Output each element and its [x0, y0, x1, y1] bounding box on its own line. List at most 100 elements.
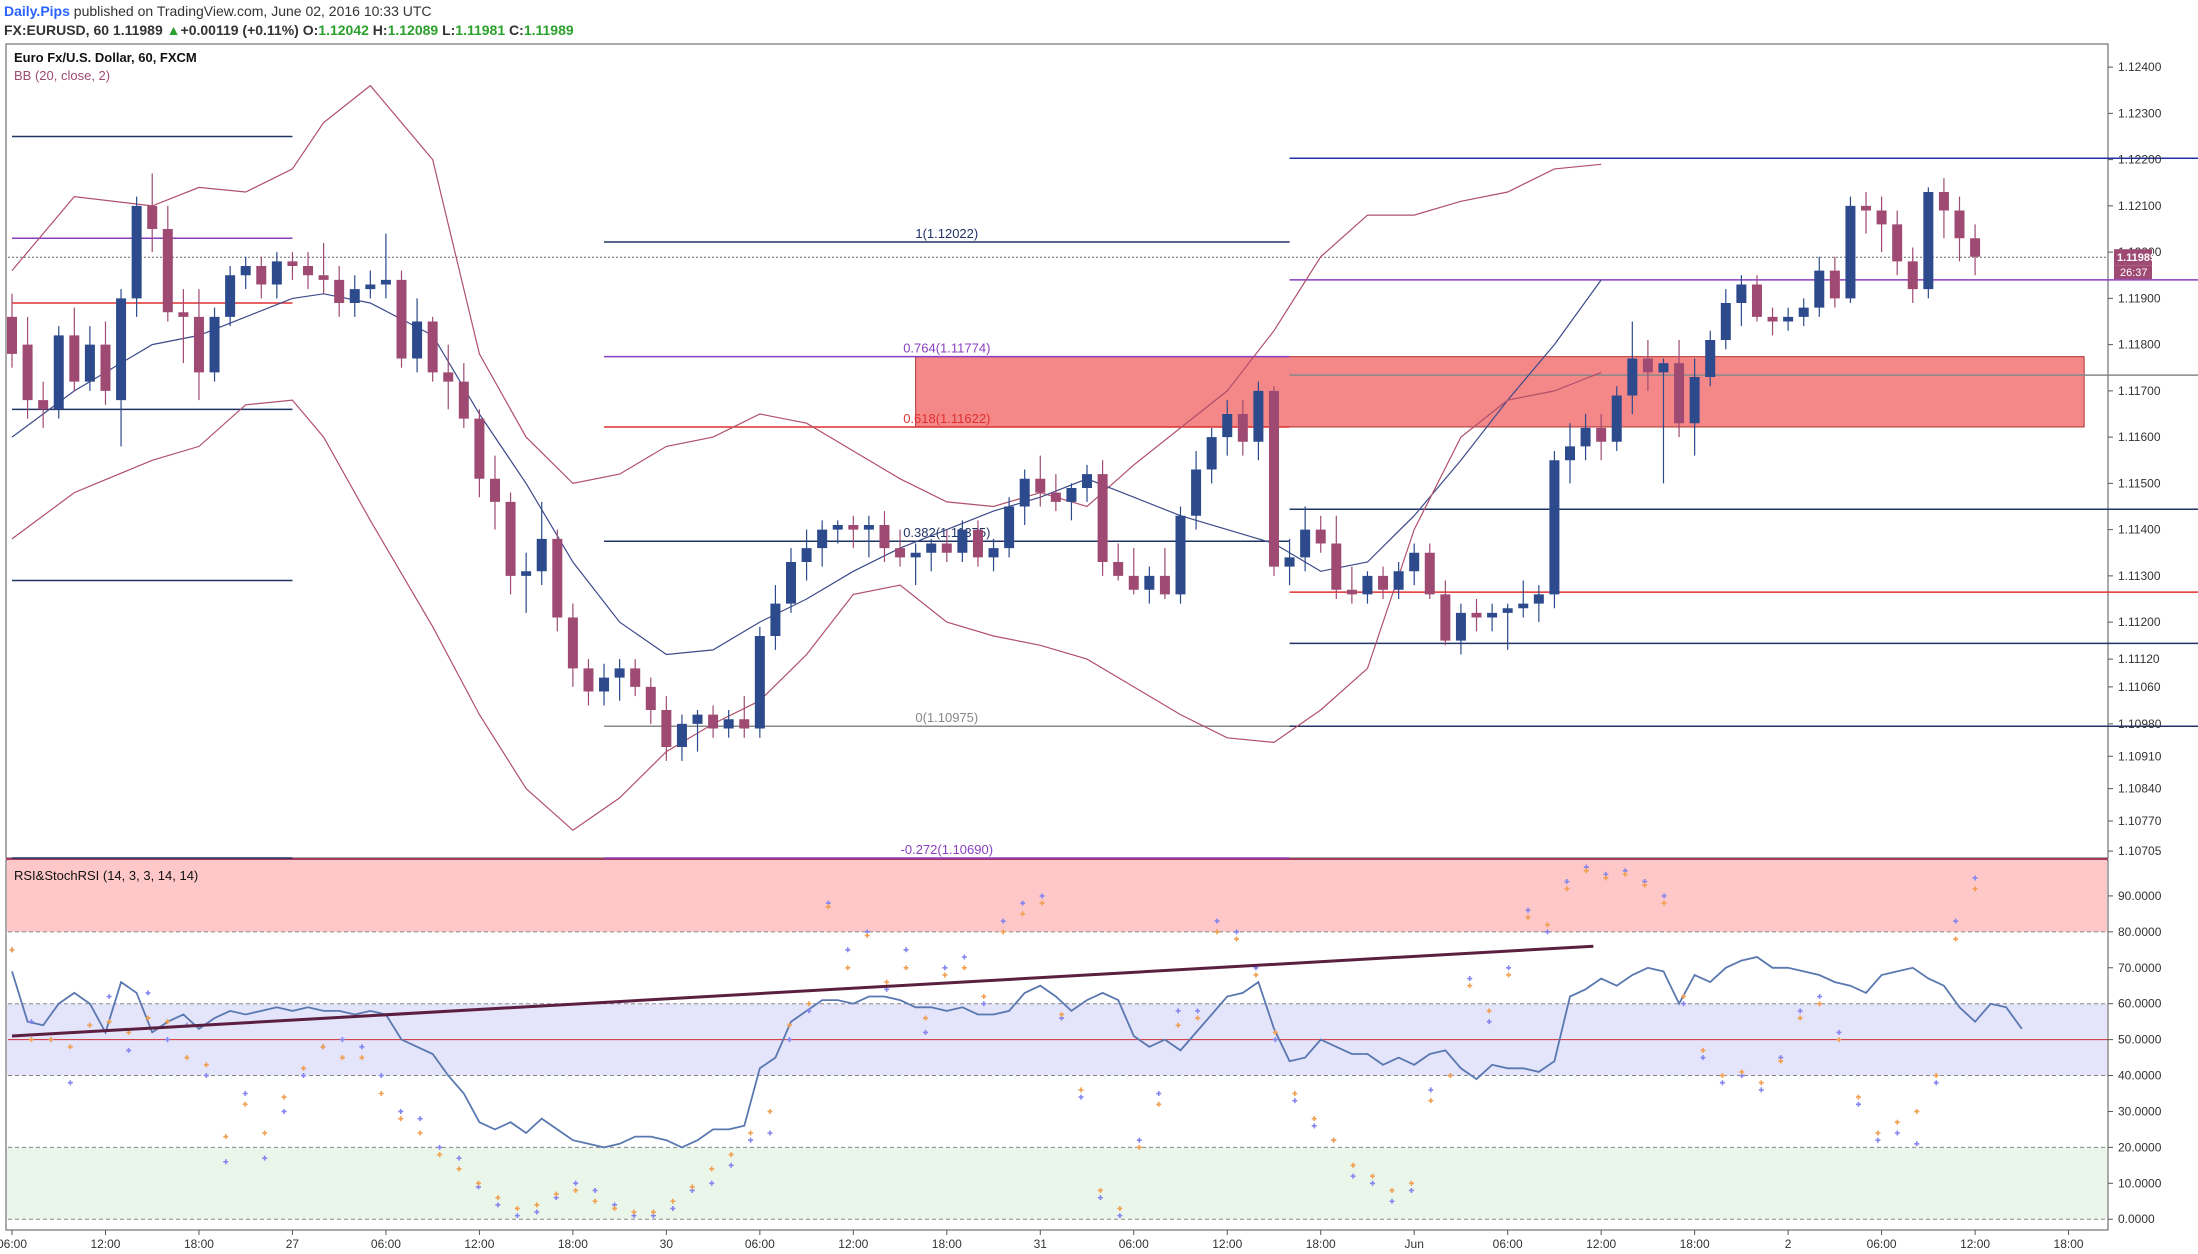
candle[interactable] — [1642, 358, 1653, 373]
candle[interactable] — [1674, 363, 1685, 424]
candle[interactable] — [1019, 478, 1030, 507]
candle[interactable] — [832, 525, 843, 530]
candle[interactable] — [22, 344, 33, 401]
candle[interactable] — [1222, 414, 1233, 438]
candle[interactable] — [941, 543, 952, 553]
candle[interactable] — [458, 381, 469, 419]
candle[interactable] — [1409, 552, 1420, 572]
candle[interactable] — [1082, 474, 1093, 488]
candle[interactable] — [567, 617, 578, 669]
candle[interactable] — [1845, 205, 1856, 299]
candle[interactable] — [1471, 612, 1482, 618]
candle[interactable] — [1705, 340, 1716, 377]
candle[interactable] — [1720, 303, 1731, 340]
candle[interactable] — [1113, 562, 1124, 576]
candle[interactable] — [365, 284, 376, 290]
candle[interactable] — [708, 714, 719, 729]
candle[interactable] — [1892, 224, 1903, 262]
candle[interactable] — [396, 279, 407, 359]
candle[interactable] — [972, 529, 983, 558]
candle[interactable] — [1954, 210, 1965, 239]
candle[interactable] — [1658, 363, 1669, 373]
candle[interactable] — [692, 714, 703, 724]
candle[interactable] — [1066, 488, 1077, 502]
candle[interactable] — [1331, 543, 1342, 590]
candle[interactable] — [723, 719, 734, 729]
candle[interactable] — [1861, 205, 1872, 211]
candle[interactable] — [1128, 575, 1139, 590]
candle[interactable] — [1970, 238, 1981, 257]
candle[interactable] — [1315, 529, 1326, 544]
candle[interactable] — [676, 723, 687, 747]
candle[interactable] — [1159, 575, 1170, 595]
candle[interactable] — [84, 344, 95, 382]
candle[interactable] — [661, 710, 672, 747]
candle[interactable] — [1346, 589, 1357, 595]
candle[interactable] — [1689, 377, 1700, 424]
candle[interactable] — [1767, 316, 1778, 322]
candle[interactable] — [443, 372, 454, 382]
candle[interactable] — [271, 261, 282, 285]
candle[interactable] — [489, 478, 500, 502]
candle[interactable] — [583, 668, 594, 692]
candle[interactable] — [7, 316, 17, 354]
candle[interactable] — [1611, 395, 1622, 442]
candle[interactable] — [1378, 575, 1389, 590]
candle[interactable] — [1580, 427, 1591, 447]
candle[interactable] — [599, 677, 610, 692]
candle[interactable] — [1393, 571, 1404, 590]
candle[interactable] — [225, 275, 236, 317]
candle[interactable] — [1736, 284, 1747, 304]
candle[interactable] — [1565, 446, 1575, 461]
candle[interactable] — [1783, 316, 1794, 322]
candle[interactable] — [303, 266, 314, 276]
candle[interactable] — [1502, 608, 1513, 613]
candle[interactable] — [287, 261, 298, 266]
candle[interactable] — [1798, 307, 1809, 317]
candle[interactable] — [1284, 557, 1295, 567]
candle[interactable] — [1237, 414, 1248, 442]
candle[interactable] — [1518, 603, 1529, 609]
candle[interactable] — [209, 316, 220, 373]
candle[interactable] — [178, 312, 189, 317]
candle[interactable] — [1923, 192, 1934, 290]
candle[interactable] — [334, 279, 345, 303]
candle[interactable] — [147, 205, 158, 229]
candle[interactable] — [879, 525, 890, 549]
candle[interactable] — [1175, 515, 1186, 595]
candle[interactable] — [536, 538, 547, 572]
candle[interactable] — [770, 603, 781, 636]
candle[interactable] — [1440, 594, 1451, 641]
author-link[interactable]: Daily.Pips — [4, 3, 70, 19]
candle[interactable] — [1596, 427, 1607, 442]
candle[interactable] — [1424, 552, 1435, 595]
candle[interactable] — [505, 501, 516, 576]
candle[interactable] — [1191, 469, 1202, 516]
candle[interactable] — [1253, 390, 1264, 442]
candle[interactable] — [256, 266, 267, 285]
candle[interactable] — [1144, 575, 1155, 590]
candle[interactable] — [630, 668, 641, 687]
candle[interactable] — [1035, 478, 1046, 493]
candle[interactable] — [1362, 575, 1373, 595]
candle[interactable] — [1907, 261, 1918, 290]
candle[interactable] — [1938, 192, 1949, 211]
candle[interactable] — [848, 525, 859, 530]
candle[interactable] — [474, 418, 485, 479]
candle[interactable] — [614, 668, 625, 678]
candle[interactable] — [988, 548, 999, 558]
candle[interactable] — [754, 636, 765, 729]
candle[interactable] — [1050, 492, 1061, 502]
candle[interactable] — [817, 529, 828, 549]
candle[interactable] — [100, 344, 111, 391]
candle[interactable] — [863, 525, 874, 530]
candle[interactable] — [1487, 612, 1498, 618]
candle[interactable] — [1004, 506, 1015, 549]
candle[interactable] — [1814, 270, 1825, 308]
candle[interactable] — [926, 543, 937, 553]
candle[interactable] — [1455, 612, 1466, 641]
candle[interactable] — [1206, 437, 1217, 470]
candle[interactable] — [427, 321, 438, 373]
candle[interactable] — [53, 335, 64, 410]
